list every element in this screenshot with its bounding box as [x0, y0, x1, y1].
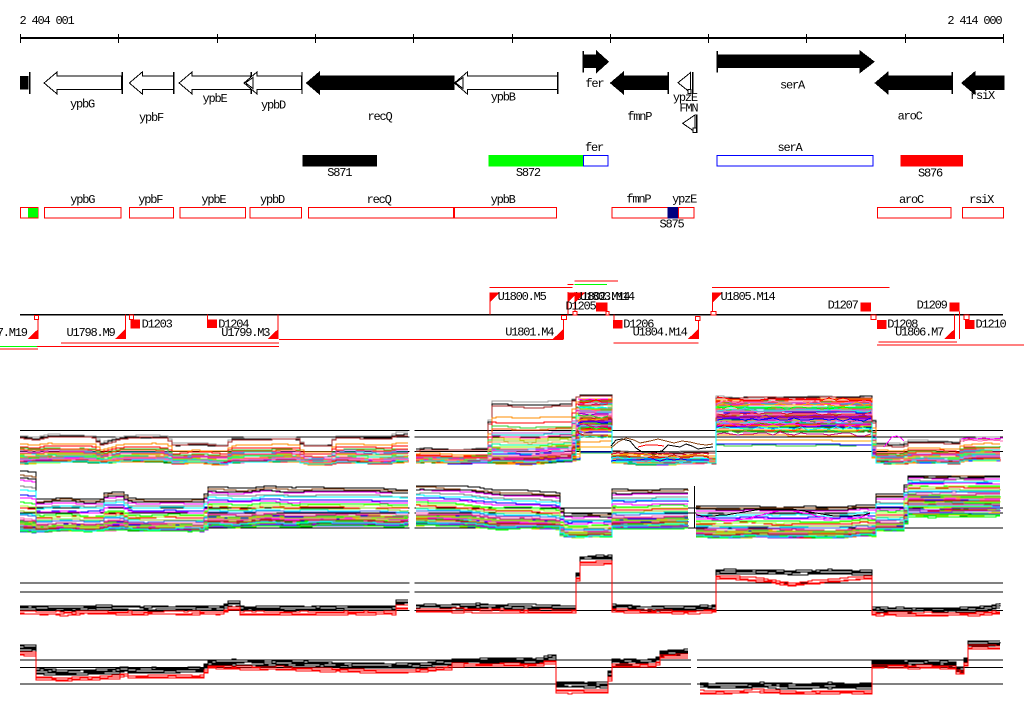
- svg-text:D1207: D1207: [828, 299, 859, 313]
- svg-text:U1803.M14: U1803.M14: [580, 290, 635, 304]
- svg-text:rsiX: rsiX: [969, 193, 994, 207]
- svg-text:FMN: FMN: [679, 102, 698, 116]
- svg-text:ypbD: ypbD: [261, 99, 286, 113]
- svg-text:serA: serA: [778, 141, 804, 155]
- svg-text:S875: S875: [660, 218, 685, 232]
- svg-text:D1209: D1209: [917, 299, 948, 313]
- svg-text:ypbB: ypbB: [491, 193, 516, 207]
- svg-text:S871: S871: [327, 166, 352, 180]
- svg-text:D1208: D1208: [887, 317, 918, 331]
- svg-text:S872: S872: [516, 166, 541, 180]
- svg-text:ypzE: ypzE: [672, 193, 697, 207]
- svg-text:aroC: aroC: [898, 110, 923, 124]
- svg-text:S876: S876: [918, 167, 943, 181]
- svg-text:ypbD: ypbD: [260, 193, 285, 207]
- svg-text:U1805.M14: U1805.M14: [721, 290, 776, 304]
- svg-text:U1801.M4: U1801.M4: [505, 325, 554, 339]
- svg-text:D1206: D1206: [623, 317, 654, 331]
- svg-text:U1802.M14: U1802.M14: [575, 290, 630, 304]
- svg-text:2 414 000: 2 414 000: [947, 14, 1002, 28]
- svg-text:U1797.M19: U1797.M19: [0, 326, 28, 340]
- svg-text:fer: fer: [585, 141, 604, 155]
- svg-text:recQ: recQ: [368, 110, 393, 124]
- svg-text:recQ: recQ: [367, 193, 392, 207]
- svg-text:D1204: D1204: [218, 317, 249, 331]
- svg-text:rsiX: rsiX: [970, 89, 995, 103]
- svg-text:U1800.M5: U1800.M5: [498, 290, 547, 304]
- svg-text:2 404 001: 2 404 001: [20, 14, 75, 28]
- svg-text:fer: fer: [585, 77, 604, 91]
- svg-text:fmnP: fmnP: [626, 193, 651, 207]
- svg-text:ypbG: ypbG: [70, 193, 95, 207]
- svg-text:fmnP: fmnP: [627, 110, 652, 124]
- svg-text:ypbF: ypbF: [139, 111, 164, 125]
- svg-text:ypbB: ypbB: [491, 91, 516, 105]
- svg-text:U1799.M3: U1799.M3: [221, 326, 270, 340]
- svg-text:D1210: D1210: [976, 317, 1007, 331]
- svg-text:ypzE: ypzE: [673, 91, 698, 105]
- svg-text:U1804.M14: U1804.M14: [633, 325, 688, 339]
- svg-text:U1798.M9: U1798.M9: [67, 326, 116, 340]
- svg-text:serA: serA: [780, 79, 806, 93]
- svg-text:U1806.M7: U1806.M7: [895, 325, 944, 339]
- svg-text:aroC: aroC: [899, 193, 924, 207]
- svg-text:ypbF: ypbF: [138, 193, 163, 207]
- svg-text:D1203: D1203: [142, 317, 173, 331]
- svg-text:ypbG: ypbG: [70, 98, 95, 112]
- svg-text:D1205: D1205: [566, 300, 597, 314]
- svg-text:ypbE: ypbE: [201, 193, 226, 207]
- svg-text:ypbE: ypbE: [203, 92, 228, 106]
